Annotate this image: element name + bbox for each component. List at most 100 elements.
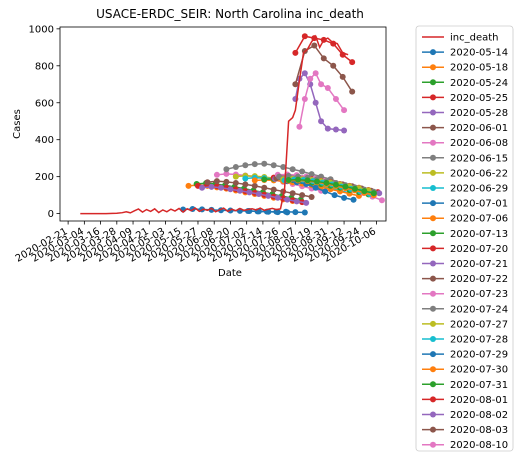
- point-2020-07-31: [351, 185, 358, 192]
- point-2020-06-01: [251, 182, 258, 189]
- point-2020-07-21: [376, 190, 383, 197]
- series-layer: [80, 33, 385, 216]
- point-2020-08-02: [318, 118, 325, 125]
- legend-label: 2020-08-02: [450, 410, 508, 421]
- legend-label: 2020-08-10: [450, 440, 508, 451]
- point-2020-07-31: [295, 176, 302, 183]
- legend-label: 2020-05-28: [450, 108, 508, 119]
- series-line-2020-07-31: [288, 178, 374, 195]
- point-2020-06-08: [213, 171, 220, 178]
- series-line-inc-death: [80, 34, 349, 215]
- point-2020-05-28: [236, 187, 243, 194]
- legend-marker: [430, 185, 436, 191]
- point-2020-08-10: [296, 123, 303, 130]
- legend-marker: [430, 260, 436, 267]
- point-2020-08-02: [341, 127, 348, 134]
- point-2020-06-15: [261, 160, 268, 167]
- point-2020-08-03: [311, 42, 318, 49]
- y-axis-label: Cases: [12, 109, 23, 139]
- x-axis-label: Date: [218, 268, 242, 279]
- point-2020-05-28: [208, 183, 215, 190]
- legend-marker: [430, 49, 436, 56]
- legend-label: 2020-07-28: [450, 335, 508, 346]
- legend-marker: [430, 441, 436, 448]
- point-2020-08-03: [292, 81, 299, 88]
- point-2020-05-28: [284, 196, 291, 203]
- point-2020-05-28: [227, 186, 234, 193]
- legend-label: 2020-07-31: [450, 380, 508, 391]
- point-2020-06-01: [270, 186, 277, 193]
- point-2020-05-28: [265, 192, 272, 199]
- point-2020-07-23: [378, 197, 385, 204]
- point-2020-06-29: [242, 175, 249, 182]
- legend-marker: [430, 200, 436, 207]
- point-2020-08-02: [324, 125, 331, 132]
- point-2020-05-28: [199, 184, 206, 191]
- legend-label: 2020-07-22: [450, 274, 508, 285]
- legend-label: 2020-05-14: [450, 48, 508, 59]
- point-2020-08-10: [307, 75, 314, 82]
- legend-marker: [430, 94, 436, 101]
- y-tick-label: 600: [35, 98, 54, 109]
- legend-marker: [430, 411, 436, 418]
- point-2020-07-31: [314, 178, 321, 185]
- legend-label: 2020-06-15: [450, 153, 508, 164]
- legend-label: 2020-07-13: [450, 229, 508, 240]
- legend-label: 2020-05-18: [450, 63, 508, 74]
- legend-marker: [430, 320, 436, 327]
- point-2020-05-28: [303, 199, 310, 206]
- legend-marker: [430, 290, 436, 297]
- legend-label: 2020-06-29: [450, 184, 508, 195]
- legend-label: 2020-07-27: [450, 319, 508, 330]
- point-2020-06-15: [251, 161, 258, 168]
- point-2020-05-28: [217, 184, 224, 191]
- legend-marker: [430, 79, 436, 86]
- point-2020-07-31: [304, 177, 311, 184]
- legend-label: 2020-06-22: [450, 168, 508, 179]
- point-2020-07-31: [370, 190, 377, 197]
- point-2020-08-02: [312, 99, 319, 106]
- point-2020-07-31: [342, 183, 349, 190]
- legend-marker: [430, 426, 436, 433]
- point-2020-08-01: [349, 59, 356, 66]
- legend-label: 2020-05-25: [450, 93, 508, 104]
- point-2020-06-15: [242, 162, 249, 169]
- point-2020-06-01: [232, 179, 239, 186]
- point-2020-06-01: [223, 178, 230, 185]
- point-2020-06-22: [232, 173, 239, 180]
- legend-marker: [430, 139, 436, 146]
- point-2020-05-18: [185, 182, 192, 189]
- y-tick-label: 800: [35, 61, 54, 72]
- legend-marker: [430, 366, 436, 373]
- legend-marker: [430, 245, 436, 252]
- point-2020-06-01: [299, 192, 306, 199]
- legend-frame: [415, 25, 514, 452]
- point-2020-08-03: [349, 88, 356, 95]
- point-2020-08-03: [330, 62, 337, 69]
- legend-marker: [430, 275, 436, 282]
- legend-marker: [430, 154, 436, 161]
- point-2020-08-10: [332, 96, 339, 103]
- point-2020-06-01: [289, 190, 296, 197]
- point-2020-07-29: [331, 192, 338, 199]
- point-2020-08-03: [339, 73, 346, 80]
- legend-marker: [430, 396, 436, 403]
- legend-label: inc_death: [450, 33, 499, 44]
- point-2020-08-10: [324, 84, 331, 91]
- legend-label: 2020-07-06: [450, 214, 508, 225]
- point-2020-07-29: [341, 194, 348, 201]
- point-2020-05-28: [255, 191, 262, 198]
- point-2020-05-28: [246, 189, 253, 196]
- point-2020-05-28: [274, 194, 281, 201]
- legend-marker: [430, 64, 436, 71]
- legend-label: 2020-08-03: [450, 425, 508, 436]
- point-2020-08-10: [318, 81, 325, 88]
- point-2020-08-10: [301, 96, 308, 103]
- point-2020-06-15: [232, 164, 239, 171]
- point-2020-06-01: [242, 181, 249, 188]
- point-2020-07-29: [350, 196, 357, 203]
- legend-marker: [430, 230, 436, 237]
- point-2020-08-03: [320, 55, 327, 62]
- chart-title: USACE-ERDC_SEIR: North Carolina inc_deat…: [96, 7, 364, 21]
